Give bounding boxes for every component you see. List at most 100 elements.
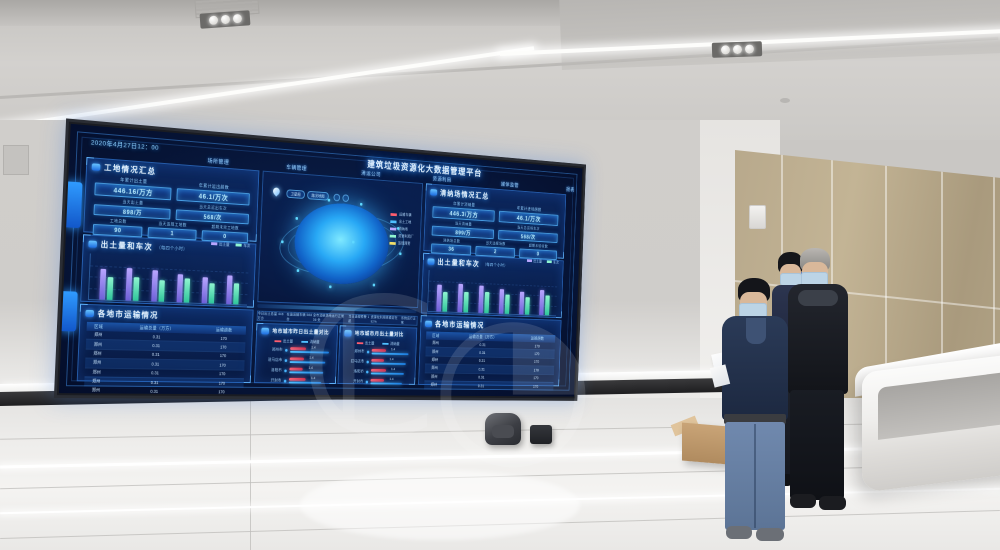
legend-swatch [389, 234, 397, 238]
hbar-value: 1.4 [390, 367, 396, 372]
legend-soil: 出土量 [211, 241, 230, 248]
globe-legend-item: 违规预警 [389, 241, 413, 247]
hbar-track-blue [371, 352, 409, 356]
hbar-label: 郑州市 [354, 348, 365, 354]
panel-globe-map[interactable]: 卫星图 路况地图 运输车辆 出土工地 消纳场 资源利用厂 违规预警 [257, 170, 423, 308]
kpi-annual-soil: 年累计出土量 446.16/万方 [94, 175, 172, 201]
hbar-label: 驻马店市 [267, 356, 283, 362]
nav-item-resources[interactable]: 资源利用 [432, 176, 452, 184]
hbar-dot [366, 360, 369, 363]
bar-车次 [183, 278, 190, 303]
legend-swatch [390, 212, 397, 217]
led-video-wall[interactable]: 2020年4月27日12：00 建筑垃圾资源化大数据管理平台 场所管理 车辆管理… [53, 118, 587, 401]
hbar-dot [365, 380, 369, 383]
bar-group [478, 285, 490, 314]
transport-table-left[interactable]: 区域 运输总量（万方） 运输趟数 郑州 0.31 170 郑州 0.31 170 郑州 0.3… [83, 321, 247, 397]
hbar-label: 洛阳市 [271, 367, 282, 373]
bar-出土量 [99, 268, 107, 300]
hbar-row: 郑州市 1.4 [262, 346, 331, 355]
legend-label: 违规预警 [397, 241, 411, 246]
dashboard-screen[interactable]: 2020年4月27日12：00 建筑垃圾资源化大数据管理平台 场所管理 车辆管理… [58, 123, 583, 397]
table-cell: 郑州 [424, 364, 445, 373]
hbar-track-red: 1.4 [288, 376, 315, 381]
hbar-value: 1.4 [389, 377, 394, 381]
table-cell: 郑州 [85, 348, 110, 359]
panel-site-summary: 工地情况汇总 年累计出土量 446.16/万方 年累计运出趟数 46.1/万次 [83, 156, 260, 244]
globe-legend-item: 资源利用厂 [389, 234, 414, 240]
bar-出土量 [151, 270, 159, 302]
panel-hbar-month-title: 地市城市月出土量对比 [354, 331, 404, 338]
hbar-value: 1.4 [308, 366, 313, 370]
bar-出土量 [539, 289, 545, 316]
bar-车次 [504, 294, 510, 314]
hbar-track-red: 1.4 [371, 348, 395, 352]
backpack-pocket [492, 425, 514, 438]
hbar-track-blue [288, 381, 322, 384]
panel-soil-volume-subtitle: （每四个小时） [156, 244, 188, 251]
bar-车次 [132, 277, 140, 301]
panel-transport-right-title: 各地市运输情况 [434, 320, 485, 330]
hbar-track-red: 1.4 [289, 356, 314, 360]
bar-group [151, 270, 165, 302]
hbar-label: 郑州市 [271, 346, 283, 352]
nav-item-haulers[interactable]: 清运公司 [361, 171, 382, 179]
table-cell: 郑州 [84, 367, 109, 378]
hbar-dot [366, 370, 369, 373]
table-cell: 170 [517, 381, 554, 391]
table-cell: 郑州 [424, 372, 444, 381]
chart-icon [88, 240, 98, 248]
bar-出土量 [499, 289, 505, 314]
bar-车次 [524, 297, 530, 315]
nav-item-media[interactable]: 媒体监管 [500, 182, 519, 189]
panel-transport-table-left: 各地市运输情况 区域 运输总量（万方） 运输趟数 郑州 0.31 170 郑州 0.31… [76, 303, 254, 397]
soil-volume-bar-chart-right [427, 269, 558, 317]
kpi-annual-entries: 年累计进场趟数 46.1/万次 [498, 205, 559, 226]
hbar-yesterday-body: 出土量 消纳量 郑州市 1.4 驻马店市 1.4 洛阳市 1.4 开封市 1.4 [255, 336, 337, 390]
soil-volume-bar-chart [87, 253, 249, 306]
bar-group [125, 267, 140, 301]
hbar-track-blue [371, 362, 406, 365]
table-row[interactable]: 郑州 0.31 170 [424, 380, 554, 391]
hbar-label: 开封市 [353, 378, 364, 384]
bar-出土量 [176, 274, 184, 303]
hbar-dot [284, 358, 288, 362]
hbar-value: 1.4 [311, 345, 316, 350]
hbar-dot [284, 368, 287, 372]
hbar-dot [366, 350, 370, 353]
table-cell: 郑州 [425, 355, 445, 365]
legend-swatch [389, 241, 396, 246]
hbar-track-red: 1.4 [370, 377, 394, 382]
hud-accent-tab-bottom [60, 291, 78, 332]
bar-group [539, 289, 550, 316]
globe-legend: 运输车辆 出土工地 消纳场 资源利用厂 违规预警 [389, 212, 415, 249]
disposal-icon [430, 189, 438, 196]
hud-accent-tab-top [65, 181, 83, 229]
bar-group [201, 276, 215, 304]
smoke-detector [780, 98, 790, 103]
panel-transport-left-title: 各地市运输情况 [97, 309, 159, 320]
kpi-today-trips: 当天总运出车次 568/次 [175, 203, 250, 225]
nav-item-places[interactable]: 场所管理 [207, 158, 230, 167]
nav-item-reports[interactable]: 报表 [565, 187, 575, 194]
ticker-item: 在途运输车辆 568 台 [286, 312, 313, 321]
transport-table-right[interactable]: 区域 运输总量（万方） 运输趟数 郑州 0.31 170 郑州 0.31 170 郑州 0.3… [424, 331, 556, 391]
table-cell: 郑州 [84, 358, 110, 368]
nav-item-vehicles[interactable]: 车辆管理 [286, 165, 308, 173]
table-cell: 郑州 [84, 376, 109, 387]
bar-group [499, 289, 510, 314]
hbar-row: 驻马店市 1.4 [262, 356, 331, 365]
floor-reflection-glare [300, 470, 580, 540]
bar-group [99, 268, 114, 300]
table-cell: 0.31 [443, 380, 518, 390]
ticker-item: 今日出土总量 446万方 [257, 311, 284, 320]
bar-compare-month-icon [344, 329, 352, 337]
bar-出土量 [519, 291, 525, 315]
table-cell: 郑州 [424, 380, 444, 390]
bar-group [436, 284, 448, 312]
bar-车次 [544, 295, 550, 316]
panel-hbar-yesterday: 地市城市昨日出土量对比 出土量 消纳量 郑州市 1.4 驻马店市 1.4 洛阳市 1.4 开… [254, 322, 339, 384]
hbar-track-red: 1.4 [370, 367, 395, 372]
bar-车次 [484, 291, 490, 314]
legend-swatch [390, 220, 397, 224]
